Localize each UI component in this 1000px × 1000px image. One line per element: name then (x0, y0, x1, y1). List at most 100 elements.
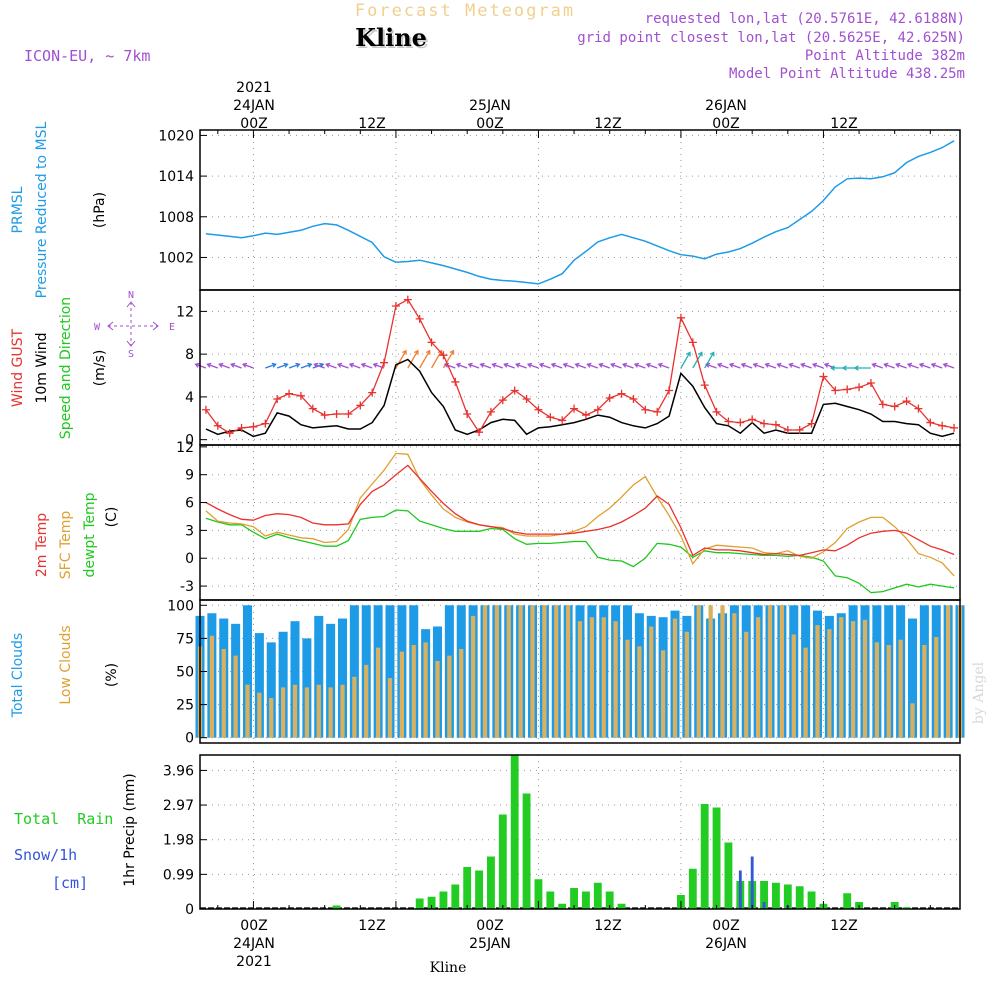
low-cloud-bar (304, 687, 310, 738)
pressure-grid (200, 130, 960, 290)
low-cloud-bar (387, 678, 393, 738)
gust-marker (356, 401, 365, 410)
wind-arrow-head (829, 365, 835, 371)
gust-marker (475, 428, 484, 437)
y-tick-label: 1014 (158, 169, 194, 185)
total-cloud-bar (385, 605, 395, 738)
rain-bar (807, 891, 816, 909)
low-cloud-bar (352, 676, 357, 738)
gust-marker (914, 404, 923, 413)
low-cloud-bar (910, 703, 915, 738)
gust-marker (593, 405, 602, 414)
low-cloud-bar (660, 650, 666, 738)
clouds-frame (199, 599, 961, 744)
time-label-top-1: 00Z (240, 116, 267, 132)
wind-arrow (326, 363, 337, 369)
wind-gust-markers (201, 295, 959, 438)
model-point-altitude: Model Point Altitude 438.25m (729, 66, 965, 82)
gust-marker (605, 393, 614, 402)
low-cloud-bar (637, 646, 642, 738)
wind-arrow (551, 363, 563, 369)
total-cloud-bar (314, 615, 324, 738)
low-cloud-bar (850, 621, 856, 738)
station-title: Kline (355, 23, 427, 52)
gust-marker (522, 395, 531, 404)
gust-marker (249, 422, 258, 431)
wind-arrow-head (218, 362, 224, 368)
rain-bar (700, 804, 709, 909)
low-cloud-bar (827, 629, 832, 738)
pressure-frame (199, 129, 961, 291)
wind-arrow (741, 363, 753, 369)
y-tick-label: 0.99 (163, 867, 194, 883)
wind-arrow-head (633, 362, 640, 368)
rain-bar (772, 882, 780, 909)
gust-marker (225, 429, 234, 438)
gust-marker (570, 404, 579, 413)
low-cloud-bar (613, 621, 618, 738)
time-label-top-2: 12Z (358, 116, 385, 132)
rain-bar (724, 842, 733, 909)
wind-arrow (407, 350, 419, 369)
time-label-top-3: 00Z (476, 116, 503, 132)
gust-marker (653, 407, 662, 416)
rain-bar (439, 891, 448, 909)
wind-arrow-head (503, 362, 509, 368)
gust-marker (391, 302, 400, 311)
wind-speed-direction-label: Speed and Direction (58, 297, 74, 439)
low-cloud-bar (375, 647, 381, 738)
wind-arrow-head (918, 362, 925, 368)
total-cloud-bar (242, 605, 253, 738)
wind-grid (200, 290, 960, 445)
compass-rose: N S W E (94, 290, 175, 360)
date-label-bottom-2: 25JAN (469, 936, 511, 952)
gust-marker (688, 338, 697, 347)
rain-bar (463, 867, 472, 909)
wind-unit-label: (m/s) (92, 350, 108, 387)
wind-arrow (622, 363, 634, 369)
gust-marker (819, 372, 828, 381)
cloud-bars (195, 605, 965, 738)
gust-marker (546, 413, 555, 422)
rain-bar (688, 868, 697, 909)
wind-arrow (504, 363, 515, 369)
date-label-bottom-1: 24JAN (233, 936, 275, 952)
gust-marker (403, 295, 412, 304)
time-label-bottom-6: 12Z (830, 918, 857, 934)
gust-marker (486, 407, 495, 416)
low-cloud-bar (530, 605, 535, 738)
gust-marker (213, 421, 222, 430)
wind-arrow (527, 363, 539, 369)
wind-arrow (395, 350, 407, 369)
gust-marker (451, 377, 460, 386)
wind-arrow (207, 363, 219, 369)
wind-arrow (539, 363, 551, 369)
gust-marker (332, 410, 341, 418)
gust-marker (415, 314, 424, 323)
total-cloud-bar (907, 618, 918, 738)
rain-bar (475, 870, 483, 909)
gust-marker (771, 420, 780, 429)
y-tick-label: 50 (176, 665, 194, 681)
wind-arrow (361, 363, 373, 369)
wind-arrow (801, 363, 812, 369)
bottom-x-ticks (217, 130, 931, 909)
dewpt-temp-label: dewpt Temp (82, 492, 98, 577)
low-cloud-bar (482, 605, 488, 738)
rain-bar (843, 893, 852, 909)
wind-arrow (717, 363, 729, 369)
gust-marker (783, 426, 792, 435)
gust-marker (368, 388, 377, 397)
wind-arrow-head (621, 362, 628, 368)
snow-unit-label: [cm] (52, 874, 88, 892)
sfc-temp-line (205, 452, 955, 577)
rain-bar (617, 903, 626, 909)
gust-marker (273, 395, 282, 404)
wind-arrow (575, 363, 587, 369)
low-cloud-bar (874, 642, 880, 738)
wind-arrow-head (479, 362, 485, 368)
wind-arrow (314, 363, 325, 369)
low-cloud-bar (269, 697, 274, 738)
wind-arrow-head (788, 362, 794, 368)
gust-marker (581, 411, 590, 420)
